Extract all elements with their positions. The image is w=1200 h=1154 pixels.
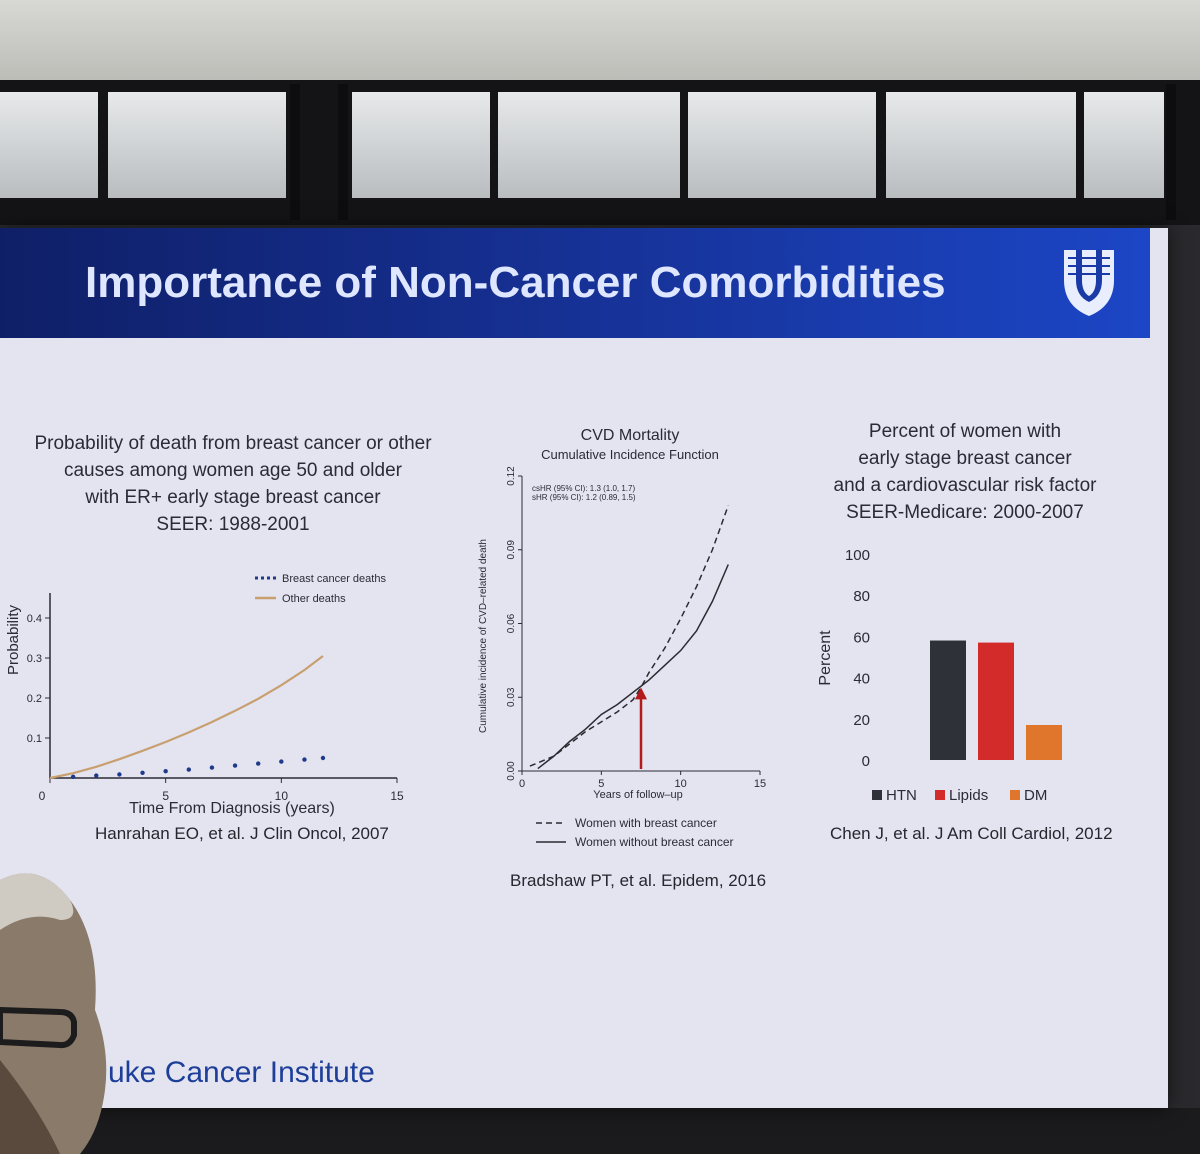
window-pane [1084,92,1164,198]
legend-swatch-dm [1010,790,1020,800]
title-line: with ER+ early stage breast cancer [85,487,381,508]
slide-title: Importance of Non-Cancer Comorbidities [85,258,946,307]
legend-swatch-lipids [935,790,945,800]
y-tick-label: 0.06 [506,613,517,633]
institute-footer: uke Cancer Institute [108,1056,375,1089]
y-tick-label: 0.1 [27,733,42,745]
probability-of-death-chart: Probability Time From Diagnosis (years) … [5,573,404,817]
y-tick-label: 60 [853,629,870,646]
audience-member-silhouette [0,873,107,1154]
y-tick-label: 0 [862,753,870,770]
window-mullion [1166,84,1176,220]
y-tick-label: 0.3 [27,653,42,665]
data-point-breast-cancer [209,765,215,770]
x-tick-label: 0 [519,778,525,790]
y-tick-label: 100 [845,547,870,564]
y-tick-label: 20 [853,712,870,729]
cv-risk-factor-bar-chart: Percent 0 20 40 60 80 100 HTN Lipids DM [817,547,1062,804]
x-tick-label: 5 [598,778,604,790]
y-tick-label: 0.2 [27,693,42,705]
y-tick-label: 40 [853,671,870,688]
hr-annotation: csHR (95% CI): 1.3 (1.0, 1.7) [532,484,635,493]
room-floor [0,1108,1200,1154]
y-tick-label: 0.00 [506,761,517,781]
x-tick-label: 5 [162,789,169,803]
x-tick-label: 0 [39,789,46,803]
window-pane [886,92,1076,198]
data-point-breast-cancer [320,755,326,761]
series-line-with-cancer [529,505,729,767]
bar-htn [930,640,966,760]
projected-slide: Importance of Non-Cancer Comorbidities P… [0,228,1168,1108]
citation-1: Hanrahan EO, et al. J Clin Oncol, 2007 [95,824,389,843]
data-point-breast-cancer [94,773,99,778]
x-tick-label: 15 [754,778,766,790]
legend-label: Lipids [949,787,988,804]
data-point-breast-cancer [117,772,122,777]
x-tick-label: 10 [675,778,687,790]
window-pane [498,92,680,198]
data-point-breast-cancer [302,757,307,762]
hr-annotation: sHR (95% CI): 1.2 (0.89, 1.5) [532,493,636,502]
bar-dm [1026,724,1062,760]
title-line: Probability of death from breast cancer … [34,433,432,454]
title-line: early stage breast cancer [858,448,1072,469]
slide-title-bar: Importance of Non-Cancer Comorbidities [0,228,1150,338]
legend-label: Women with breast cancer [575,816,717,830]
title-line: SEER: 1988-2001 [156,514,310,535]
x-axis-label: Years of follow–up [593,789,683,801]
data-point-breast-cancer [256,761,261,766]
title-line: Cumulative Incidence Function [541,447,719,462]
y-tick-label: 0.03 [506,687,517,707]
duke-shield-logo [1064,250,1114,316]
window-pane [688,92,876,198]
window-pane [108,92,286,198]
panel-3-title: Percent of women with early stage breast… [800,418,1130,526]
panel-2-title: CVD Mortality Cumulative Incidence Funct… [500,426,760,464]
window-mullion [290,84,300,220]
legend-label: Other deaths [282,593,346,605]
window-mullion [338,84,348,220]
crossover-arrow-head [635,687,647,700]
citation-3: Chen J, et al. J Am Coll Cardiol, 2012 [830,824,1113,843]
series-line-other-deaths [49,655,324,780]
cvd-mortality-chart: Cumulative incidence of CVD–related deat… [478,466,766,846]
data-point-breast-cancer [163,769,168,774]
data-point-breast-cancer [279,759,284,764]
window-pane [352,92,490,198]
chart-legend: Women with breast cancer Women without b… [536,816,734,846]
legend-label: Women without breast cancer [575,835,734,846]
series-line-without-cancer [537,564,729,770]
x-axis-label: Time From Diagnosis (years) [129,800,335,817]
bar-lipids [978,642,1014,760]
title-line: and a cardiovascular risk factor [833,475,1097,496]
x-tick-label: 15 [390,789,404,803]
title-line: CVD Mortality [580,427,680,444]
data-point-breast-cancer [186,767,191,772]
title-line: Percent of women with [868,421,1062,442]
window-pane [0,92,98,198]
y-axis-label: Percent [817,630,834,686]
data-point-breast-cancer [70,774,76,779]
y-tick-label: 0.12 [506,466,517,486]
chart-legend: Breast cancer deaths Other deaths [255,573,386,605]
legend-label: HTN [886,787,917,804]
y-tick-label: 80 [853,588,870,605]
y-tick-label: 0.09 [506,540,517,560]
y-axis-label: Cumulative incidence of CVD–related deat… [478,539,489,733]
panel-1-title: Probability of death from breast cancer … [8,430,458,538]
legend-label: Breast cancer deaths [282,573,386,585]
legend-label: DM [1024,787,1047,804]
legend-swatch-htn [872,790,882,800]
y-axis-label: Probability [5,604,22,675]
room-ceiling [0,0,1200,90]
data-point-breast-cancer [232,763,238,768]
y-tick-label: 0.4 [27,613,42,625]
title-line: SEER-Medicare: 2000-2007 [846,502,1084,523]
title-line: causes among women age 50 and older [63,460,402,481]
x-tick-label: 10 [275,789,289,803]
citation-2: Bradshaw PT, et al. Epidem, 2016 [510,871,767,890]
data-point-breast-cancer [140,770,145,775]
